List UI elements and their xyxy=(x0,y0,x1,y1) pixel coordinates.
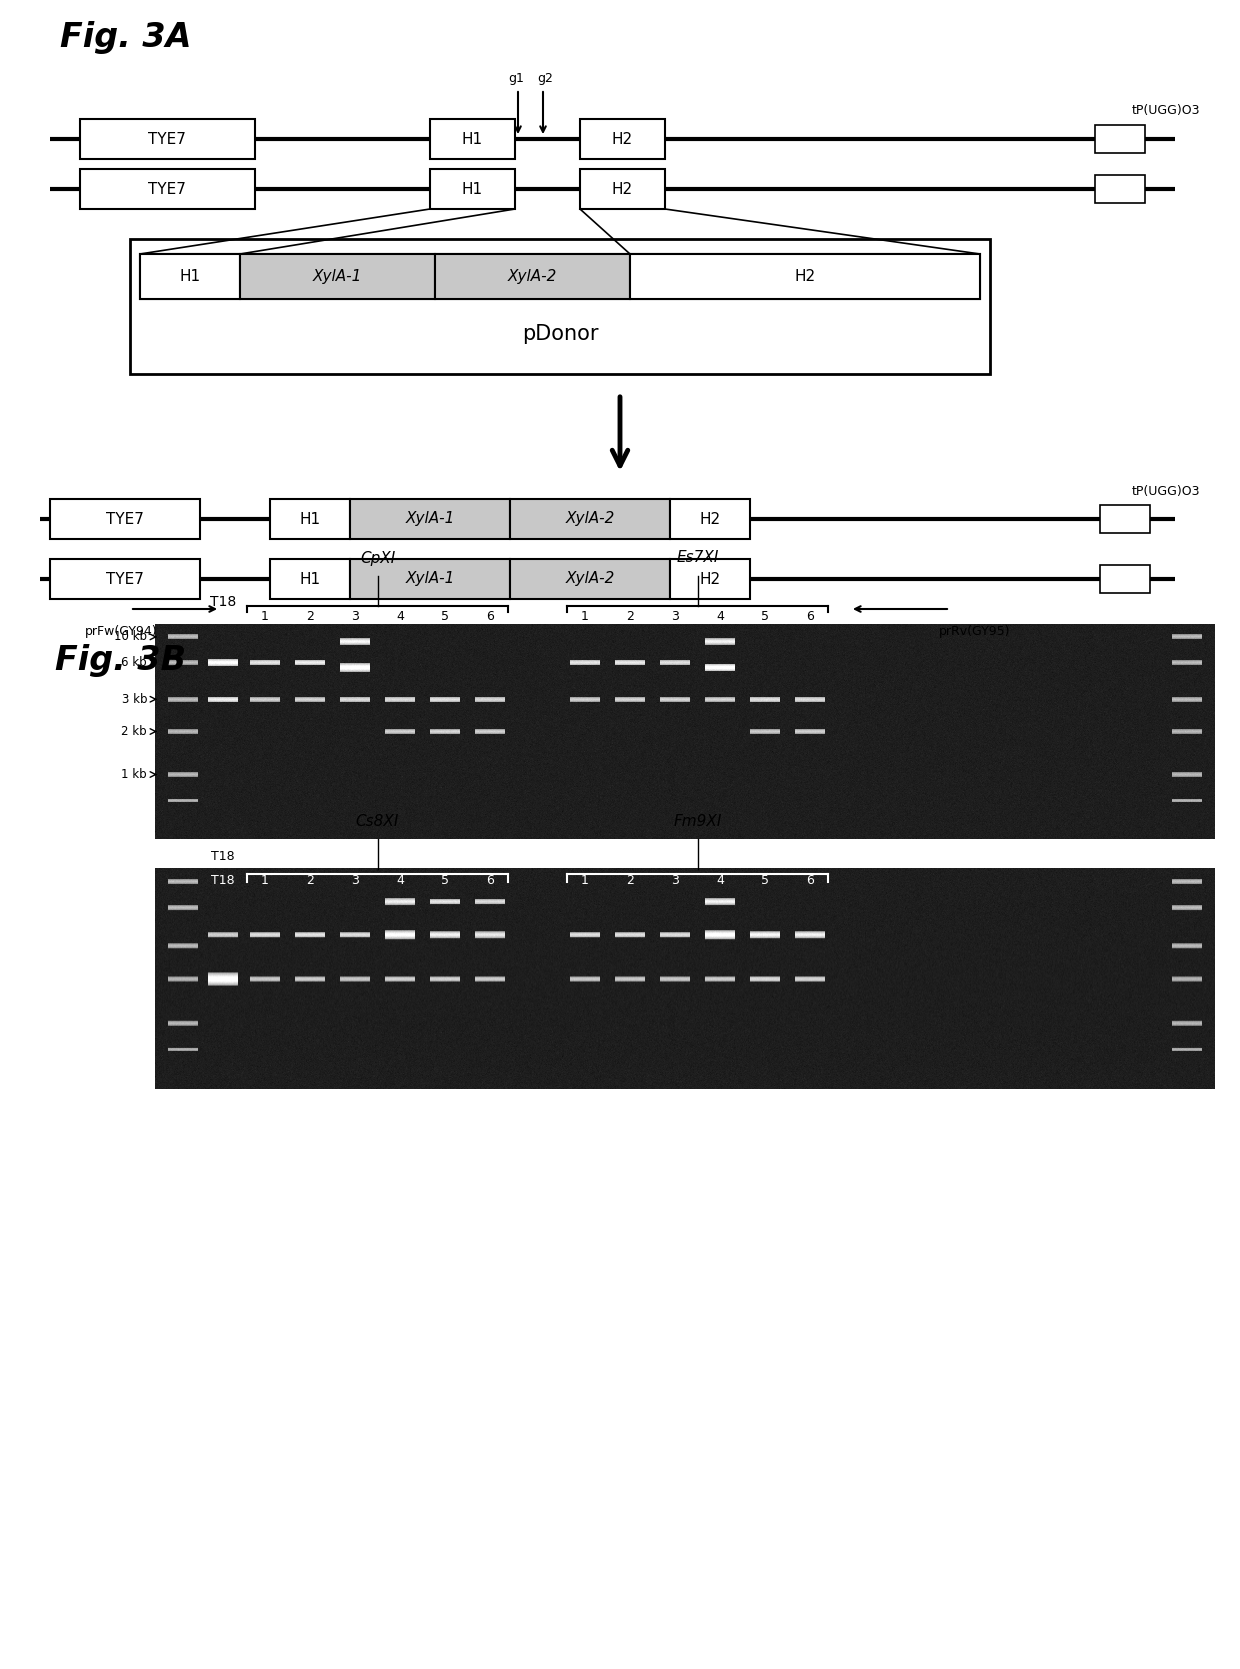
Text: Fig. 3A: Fig. 3A xyxy=(60,22,191,53)
Text: H2: H2 xyxy=(795,269,816,284)
Bar xyxy=(580,169,665,209)
Bar xyxy=(241,254,435,299)
Text: H2: H2 xyxy=(611,182,632,197)
Text: 3: 3 xyxy=(351,609,358,623)
Text: 3: 3 xyxy=(671,875,680,888)
Text: T18: T18 xyxy=(211,851,234,863)
Text: g2: g2 xyxy=(537,72,553,85)
Text: g1: g1 xyxy=(508,72,525,85)
Text: TYE7: TYE7 xyxy=(107,511,144,526)
Bar xyxy=(510,499,670,539)
Bar xyxy=(140,254,241,299)
Bar xyxy=(350,559,510,599)
Bar xyxy=(270,499,350,539)
Bar xyxy=(630,254,980,299)
Bar xyxy=(81,118,255,159)
Text: T18: T18 xyxy=(211,875,234,888)
Text: 2: 2 xyxy=(306,609,314,623)
Text: tP(UGG)O3: tP(UGG)O3 xyxy=(1131,484,1200,497)
Bar xyxy=(510,559,670,599)
Text: 4: 4 xyxy=(715,875,724,888)
Bar xyxy=(350,499,510,539)
Text: Fig. 3B: Fig. 3B xyxy=(55,644,186,678)
Text: 5: 5 xyxy=(761,609,769,623)
Bar xyxy=(50,559,200,599)
Bar xyxy=(430,118,515,159)
Text: H2: H2 xyxy=(611,132,632,147)
Text: XylA-1: XylA-1 xyxy=(312,269,362,284)
Bar xyxy=(140,254,980,299)
Text: CpXI: CpXI xyxy=(360,551,396,566)
Text: H1: H1 xyxy=(461,132,482,147)
Bar xyxy=(50,499,200,539)
Bar xyxy=(580,118,665,159)
Text: XylA-2: XylA-2 xyxy=(508,269,557,284)
Text: 6: 6 xyxy=(486,609,494,623)
Text: 10 kb: 10 kb xyxy=(114,631,148,644)
Text: 6: 6 xyxy=(806,609,813,623)
Text: TYE7: TYE7 xyxy=(148,132,186,147)
Text: H2: H2 xyxy=(699,511,720,526)
Text: 6 kb: 6 kb xyxy=(122,656,148,669)
Text: 4: 4 xyxy=(715,609,724,623)
Text: 5: 5 xyxy=(441,609,449,623)
Text: 2: 2 xyxy=(306,875,314,888)
Bar xyxy=(270,559,350,599)
Text: Es7XI: Es7XI xyxy=(676,551,719,566)
Text: 3: 3 xyxy=(351,875,358,888)
Text: H2: H2 xyxy=(699,571,720,586)
Text: 2 kb: 2 kb xyxy=(122,724,148,738)
Text: TYE7: TYE7 xyxy=(107,571,144,586)
Text: 6: 6 xyxy=(486,875,494,888)
Text: T18: T18 xyxy=(210,596,236,609)
Text: 5: 5 xyxy=(761,875,769,888)
Text: H1: H1 xyxy=(299,511,321,526)
Bar xyxy=(130,239,990,374)
Bar xyxy=(430,169,515,209)
Text: XylA-2: XylA-2 xyxy=(565,571,615,586)
Text: 5: 5 xyxy=(441,875,449,888)
Text: 3: 3 xyxy=(671,609,680,623)
Text: 1: 1 xyxy=(262,609,269,623)
Bar xyxy=(1095,175,1145,204)
Bar xyxy=(670,559,750,599)
Text: Fm9XI: Fm9XI xyxy=(673,813,722,828)
Text: XylA-2: XylA-2 xyxy=(565,511,615,526)
Text: 1: 1 xyxy=(582,875,589,888)
Text: 2: 2 xyxy=(626,875,634,888)
Text: H1: H1 xyxy=(299,571,321,586)
Text: pDonor: pDonor xyxy=(522,324,598,344)
Text: 3 kb: 3 kb xyxy=(122,693,148,706)
Bar xyxy=(1100,566,1149,592)
Text: 1: 1 xyxy=(262,875,269,888)
Bar xyxy=(435,254,630,299)
Text: 4: 4 xyxy=(396,875,404,888)
Text: tP(UGG)O3: tP(UGG)O3 xyxy=(1131,105,1200,117)
Text: 6: 6 xyxy=(806,875,813,888)
Text: 2: 2 xyxy=(626,609,634,623)
Bar xyxy=(670,499,750,539)
Bar xyxy=(1095,125,1145,154)
Text: prRv(GY95): prRv(GY95) xyxy=(939,624,1011,638)
Bar xyxy=(81,169,255,209)
Bar xyxy=(1100,506,1149,532)
Text: H1: H1 xyxy=(180,269,201,284)
Text: prFw(GY94): prFw(GY94) xyxy=(86,624,157,638)
Text: 1: 1 xyxy=(582,609,589,623)
Text: 1 kb: 1 kb xyxy=(122,768,148,781)
Text: 4: 4 xyxy=(396,609,404,623)
Text: H1: H1 xyxy=(461,182,482,197)
Text: XylA-1: XylA-1 xyxy=(405,511,455,526)
Text: XylA-1: XylA-1 xyxy=(405,571,455,586)
Text: TYE7: TYE7 xyxy=(148,182,186,197)
Text: Cs8XI: Cs8XI xyxy=(356,813,399,828)
